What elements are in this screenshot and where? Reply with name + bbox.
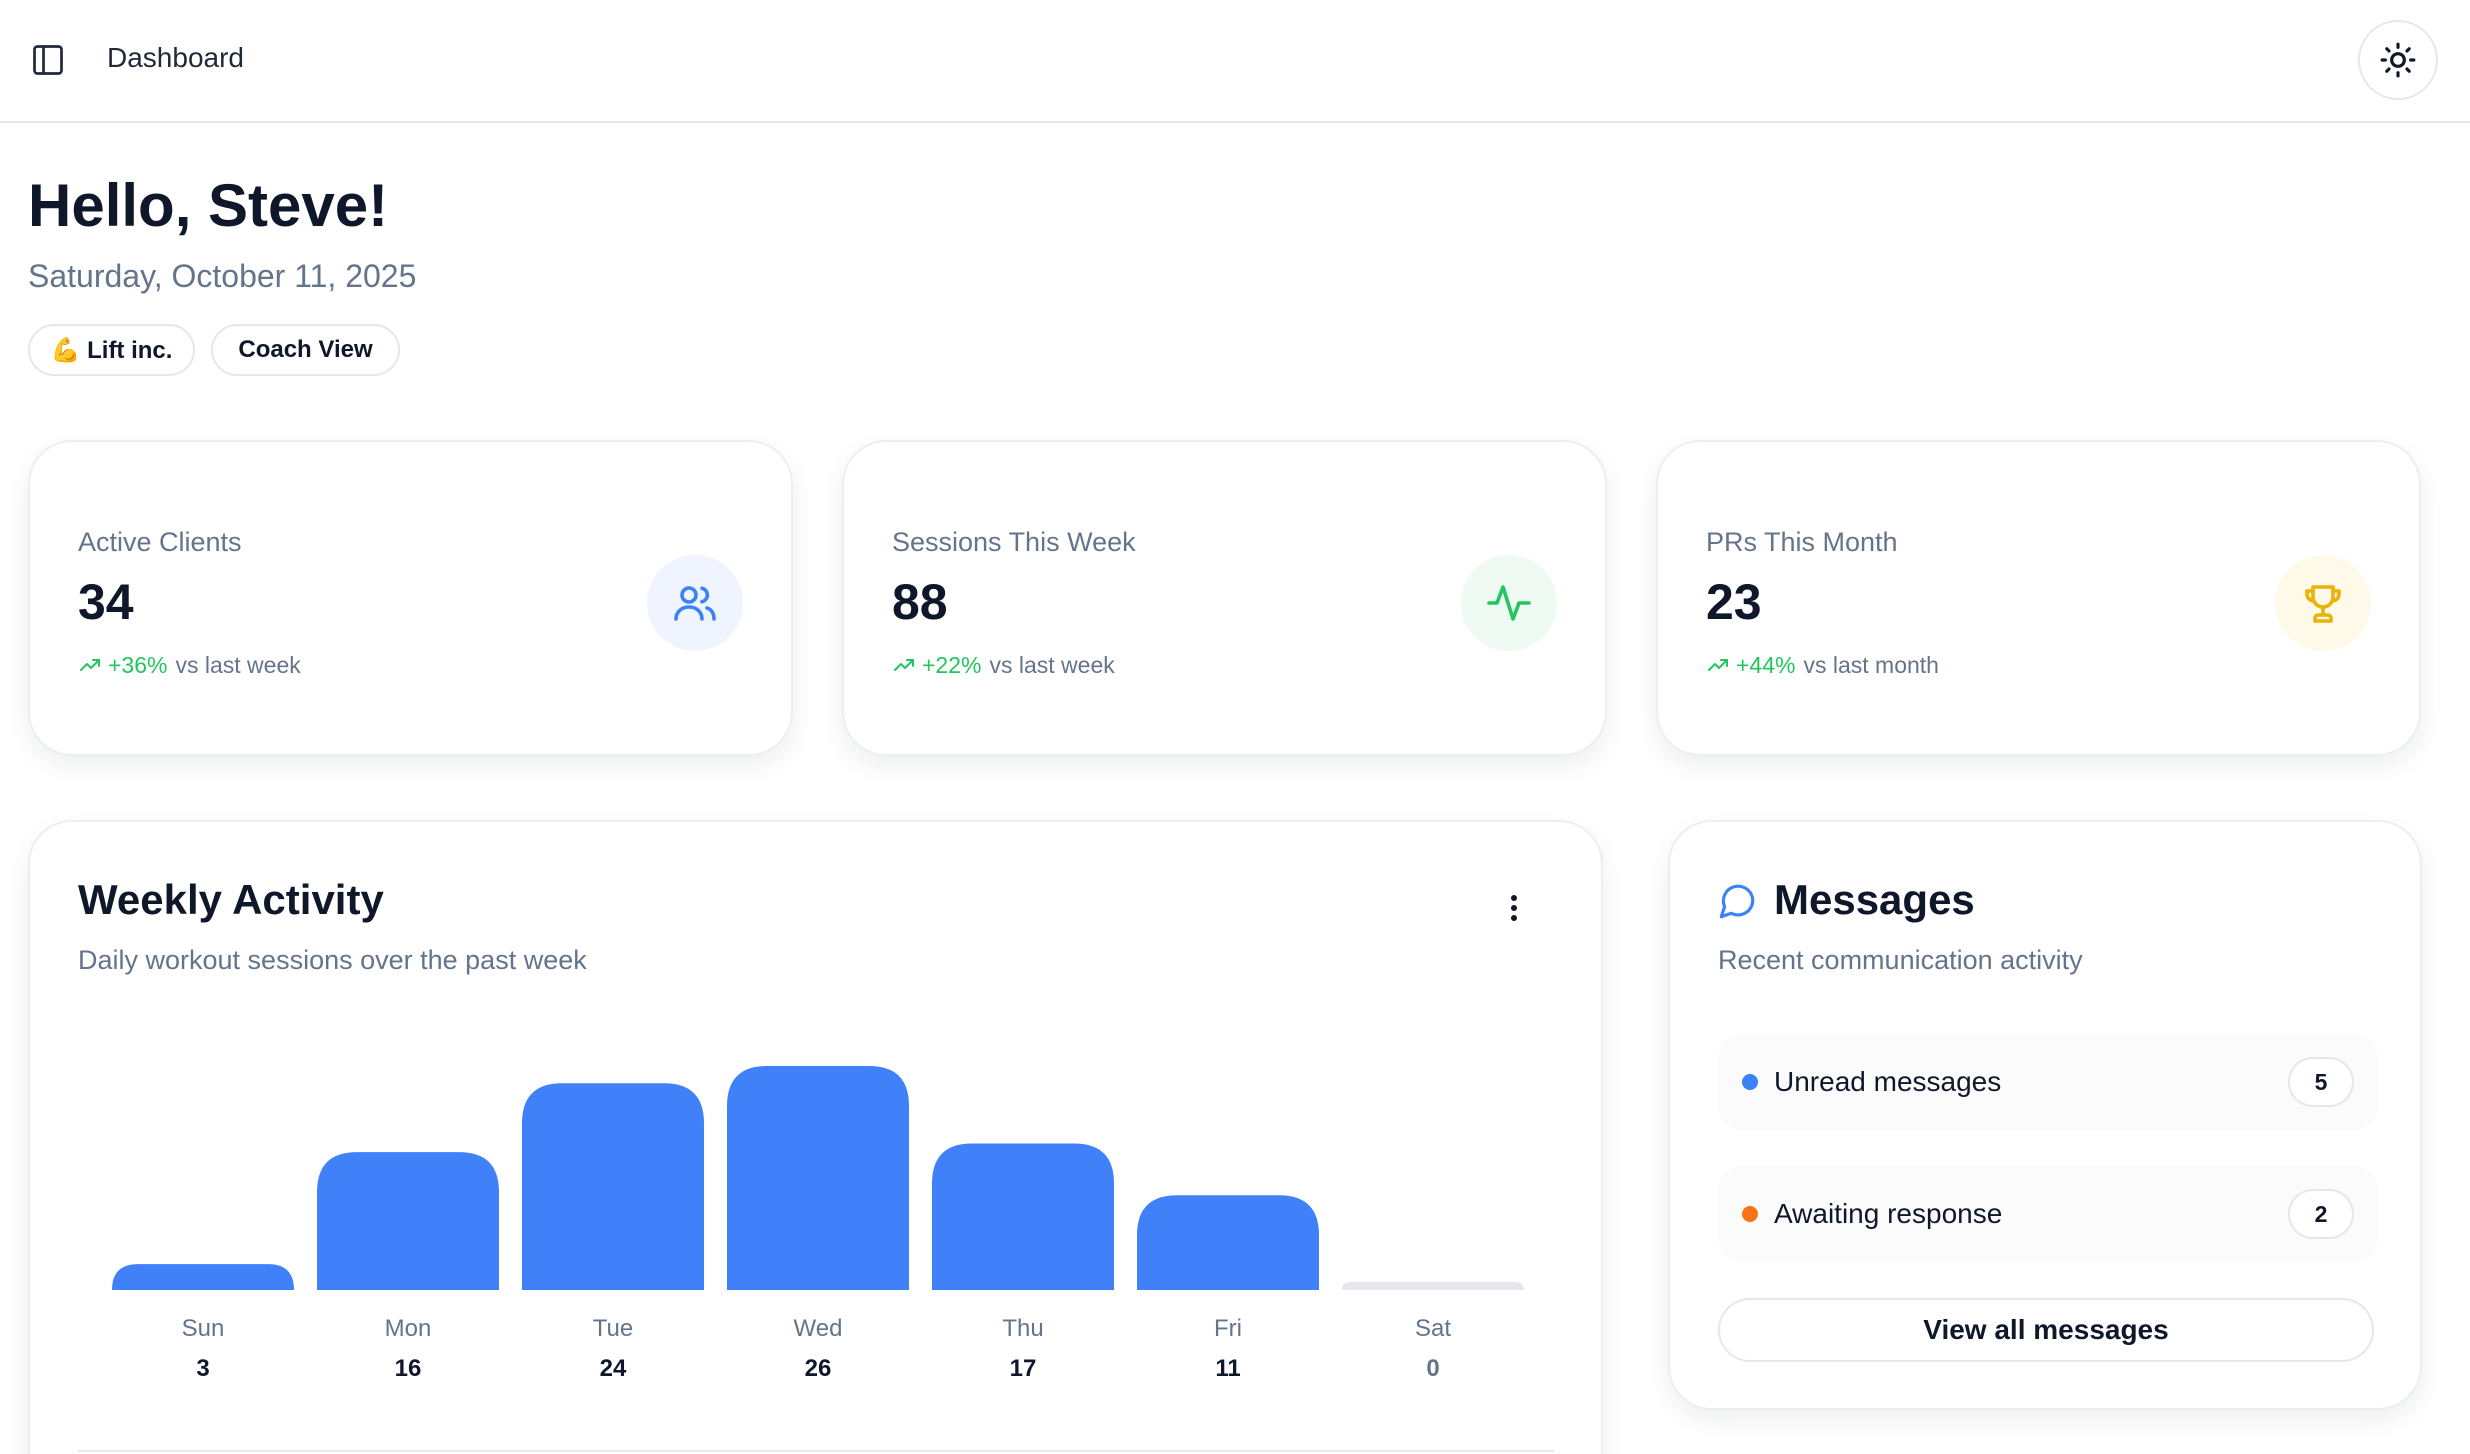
- x-tick-label: Thu: [1002, 1315, 1043, 1342]
- stat-value: 88: [892, 574, 948, 630]
- stat-card-sessions: Sessions This Week 88 +22% vs last week: [842, 440, 1607, 756]
- x-tick-label: Mon: [385, 1315, 432, 1342]
- view-all-messages-button[interactable]: View all messages: [1718, 1298, 2374, 1362]
- data-label: 26: [805, 1355, 832, 1382]
- status-dot: [1742, 1074, 1758, 1090]
- count-badge: 2: [2288, 1189, 2354, 1239]
- trend-period: vs last week: [175, 652, 301, 678]
- count-badge: 5: [2288, 1057, 2354, 1107]
- stat-trend: +44% vs last month: [1706, 650, 1939, 680]
- trend-percent: +22%: [922, 652, 982, 678]
- data-label: 0: [1426, 1355, 1439, 1382]
- data-label: 16: [395, 1355, 422, 1382]
- bar-mon[interactable]: [317, 1152, 499, 1290]
- data-label: 11: [1215, 1355, 1240, 1382]
- bar-sat[interactable]: [1342, 1282, 1524, 1290]
- users-icon: [647, 555, 743, 651]
- trend-period: vs last month: [1803, 652, 1939, 678]
- stat-trend: +36% vs last week: [78, 650, 301, 680]
- messages-title: Messages: [1774, 876, 1975, 923]
- stat-label: Sessions This Week: [892, 527, 1136, 557]
- data-label: 17: [1010, 1355, 1037, 1382]
- messages-subtitle: Recent communication activity: [1718, 945, 2083, 975]
- trend-percent: +44%: [1736, 652, 1796, 678]
- data-label: 3: [196, 1355, 209, 1382]
- more-options-icon[interactable]: [1500, 886, 1528, 930]
- sidebar-toggle-icon[interactable]: [30, 42, 66, 78]
- status-dot: [1742, 1206, 1758, 1222]
- coach-view-badge[interactable]: Coach View: [211, 324, 400, 376]
- stat-card-active-clients: Active Clients 34 +36% vs last week: [28, 440, 793, 756]
- weekly-activity-card: Weekly Activity Daily workout sessions o…: [28, 820, 1603, 1454]
- theme-toggle-button[interactable]: [2358, 20, 2438, 100]
- x-tick-label: Fri: [1214, 1315, 1242, 1342]
- awaiting-response-row[interactable]: Awaiting response 2: [1718, 1166, 2378, 1262]
- activity-icon: [1461, 555, 1557, 651]
- chart-divider: [78, 1450, 1554, 1452]
- page-title: Dashboard: [107, 42, 244, 73]
- message-circle-icon: [1719, 884, 1755, 919]
- data-label: 24: [600, 1355, 627, 1382]
- trend-percent: +36%: [108, 652, 168, 678]
- stat-label: Active Clients: [78, 527, 242, 557]
- current-date: Saturday, October 11, 2025: [28, 258, 417, 294]
- activity-title: Weekly Activity: [78, 876, 384, 923]
- trending-up-icon: [1708, 659, 1728, 671]
- stat-card-prs: PRs This Month 23 +44% vs last month: [1656, 440, 2421, 756]
- bar-sun[interactable]: [112, 1264, 294, 1290]
- message-row-label: Unread messages: [1774, 1066, 2002, 1097]
- stat-value: 34: [78, 574, 134, 630]
- x-tick-label: Sat: [1415, 1315, 1451, 1342]
- trophy-icon: [2275, 555, 2371, 651]
- bar-fri[interactable]: [1137, 1195, 1319, 1290]
- x-tick-label: Wed: [794, 1315, 843, 1342]
- trending-up-icon: [894, 659, 914, 671]
- top-bar: Dashboard: [0, 0, 2470, 123]
- bar-wed[interactable]: [727, 1066, 909, 1290]
- greeting-heading: Hello, Steve!: [28, 172, 389, 239]
- message-row-label: Awaiting response: [1774, 1198, 2003, 1229]
- stat-value: 23: [1706, 574, 1762, 630]
- bar-thu[interactable]: [932, 1143, 1114, 1290]
- x-tick-label: Tue: [593, 1315, 633, 1342]
- messages-card: Messages Recent communication activity U…: [1668, 820, 2422, 1410]
- trending-up-icon: [80, 659, 100, 671]
- activity-subtitle: Daily workout sessions over the past wee…: [78, 945, 587, 975]
- bar-tue[interactable]: [522, 1083, 704, 1290]
- sun-icon: [2380, 42, 2416, 78]
- unread-messages-row[interactable]: Unread messages 5: [1718, 1034, 2378, 1130]
- trend-period: vs last week: [989, 652, 1115, 678]
- stat-label: PRs This Month: [1706, 527, 1898, 557]
- organization-badge[interactable]: 💪 Lift inc.: [28, 324, 195, 376]
- x-tick-label: Sun: [182, 1315, 225, 1342]
- weekly-activity-chart: Sun 3 Mon 16 Tue 24 Wed 26 Thu 17 Fri 11 Sat 0: [112, 1066, 1524, 1382]
- stat-trend: +22% vs last week: [892, 650, 1115, 680]
